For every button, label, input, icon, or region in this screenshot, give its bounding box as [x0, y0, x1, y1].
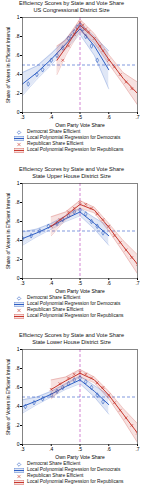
svg-text:.6: .6 [15, 218, 19, 224]
html-text:Efficiency Scores by State and: Efficiency Scores by State and Vote Shar… [19, 332, 124, 338]
svg-text:1: 1 [17, 346, 20, 352]
svg-text:.8: .8 [15, 33, 19, 39]
svg-text:0: 0 [17, 109, 20, 115]
svg-text:Share of Voters in Efficient I: Share of Voters in Efficient Interval [5, 27, 11, 104]
svg-text:.4: .4 [49, 280, 53, 286]
svg-text:.2: .2 [15, 256, 19, 262]
html-text:Local Polynomial Regression fo: Local Polynomial Regression for Republic… [27, 313, 124, 319]
svg-text:.3: .3 [20, 280, 24, 286]
svg-text:1: 1 [17, 14, 20, 20]
svg-text:.8: .8 [15, 199, 19, 205]
html-text:Efficiency Scores by State and: Efficiency Scores by State and Vote Shar… [19, 166, 124, 172]
svg-text:Own Party Vote Share: Own Party Vote Share [55, 122, 105, 128]
svg-text:.2: .2 [15, 422, 19, 428]
svg-text:.4: .4 [15, 403, 19, 409]
svg-text:.6: .6 [107, 280, 111, 286]
html-text:Democrat Share Efficient: Democrat Share Efficient [27, 461, 81, 467]
svg-text:.7: .7 [135, 446, 139, 452]
html-text:Democrat Share Efficient: Democrat Share Efficient [27, 295, 81, 301]
svg-text:.6: .6 [107, 446, 111, 452]
html-text:Democrat Share Efficient: Democrat Share Efficient [27, 129, 81, 135]
html-text:Local Polynomial Regression fo: Local Polynomial Regression for Democrat… [27, 467, 121, 473]
html-text:Efficiency Scores by State and: Efficiency Scores by State and Vote Shar… [19, 0, 124, 6]
svg-text:.2: .2 [15, 90, 19, 96]
svg-text:Share of Voters in Efficient I: Share of Voters in Efficient Interval [5, 193, 11, 270]
svg-text:.5: .5 [78, 280, 82, 286]
svg-text:Own Party Vote Share: Own Party Vote Share [55, 288, 105, 294]
svg-text:.4: .4 [15, 237, 19, 243]
svg-text:.6: .6 [15, 52, 19, 58]
html-text:Local Polynomial Regression fo: Local Polynomial Regression for Democrat… [27, 301, 121, 307]
svg-text:.7: .7 [135, 280, 139, 286]
svg-text:.3: .3 [20, 114, 24, 120]
html-text:US Congressional District Size: US Congressional District Size [33, 6, 110, 13]
svg-text:.5: .5 [78, 114, 82, 120]
html-text:State Upper House District Siz: State Upper House District Size [32, 172, 111, 179]
svg-text:Share of Voters in Efficient I: Share of Voters in Efficient Interval [5, 359, 11, 436]
svg-text:1: 1 [17, 180, 20, 186]
html-text:Local Polynomial Regression fo: Local Polynomial Regression for Republic… [27, 147, 124, 153]
svg-text:.4: .4 [15, 71, 19, 77]
html-text:Local Polynomial Regression fo: Local Polynomial Regression for Democrat… [27, 135, 121, 141]
svg-text:Own Party Vote Share: Own Party Vote Share [55, 454, 105, 460]
svg-text:.4: .4 [49, 114, 53, 120]
html-text:Local Polynomial Regression fo: Local Polynomial Regression for Republic… [27, 479, 124, 485]
html-text:State Lower House District Siz: State Lower House District Size [32, 338, 111, 345]
svg-text:.5: .5 [78, 446, 82, 452]
html-text:Republican Share Efficient: Republican Share Efficient [27, 307, 84, 313]
svg-text:.6: .6 [15, 384, 19, 390]
svg-text:.8: .8 [15, 365, 19, 371]
svg-text:0: 0 [17, 441, 20, 447]
svg-text:.7: .7 [135, 114, 139, 120]
svg-text:.6: .6 [107, 114, 111, 120]
svg-text:.3: .3 [20, 446, 24, 452]
html-text:Republican Share Efficient: Republican Share Efficient [27, 473, 84, 479]
svg-text:.4: .4 [49, 446, 53, 452]
html-text:Republican Share Efficient: Republican Share Efficient [27, 141, 84, 147]
svg-text:0: 0 [17, 275, 20, 281]
